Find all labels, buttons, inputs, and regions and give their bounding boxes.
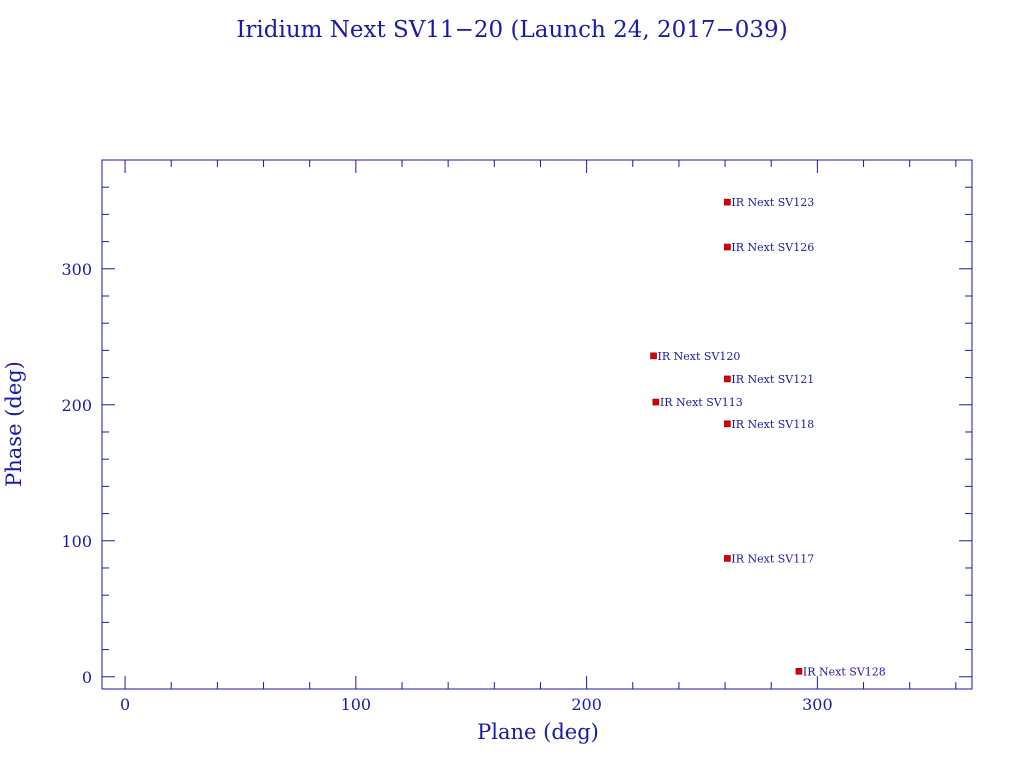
y-tick-label: 0 [82,668,92,687]
data-point-label: IR Next SV121 [731,373,814,386]
plot-frame [101,159,973,690]
y-axis-label: Phase (deg) [2,361,26,487]
data-point-label: IR Next SV120 [658,350,741,363]
data-point-marker [795,668,803,675]
data-point-marker [724,198,731,206]
axis-ticks [102,159,972,689]
x-tick-label: 300 [802,695,833,714]
x-tick-label: 0 [120,695,130,714]
data-points: IR Next SV123 IR Next SV126 IR Next SV120 I… [650,196,886,678]
data-point-label: IR Next SV118 [731,418,814,431]
y-tick-label: 100 [61,532,92,551]
data-point-marker [650,352,657,360]
data-point-label: IR Next SV128 [803,665,886,678]
chart-title: Iridium Next SV11−20 (Launch 24, 2017−03… [236,17,787,43]
y-tick-label: 200 [61,396,92,415]
data-point-marker [724,375,731,383]
data-point-label: IR Next SV117 [731,552,814,565]
x-tick-label: 100 [341,695,372,714]
x-tick-label: 200 [571,695,602,714]
tick-labels: 0 100 200 300 0 100 200 300 [61,260,832,714]
x-axis-label: Plane (deg) [477,720,599,744]
data-point-marker [724,243,731,251]
data-point-label: IR Next SV113 [660,396,743,409]
data-point-marker [724,555,731,562]
data-point-label: IR Next SV126 [731,241,814,254]
data-point-marker [724,420,731,428]
data-point-label: IR Next SV123 [731,196,814,209]
y-tick-label: 300 [61,260,92,279]
data-point-marker [652,398,660,406]
